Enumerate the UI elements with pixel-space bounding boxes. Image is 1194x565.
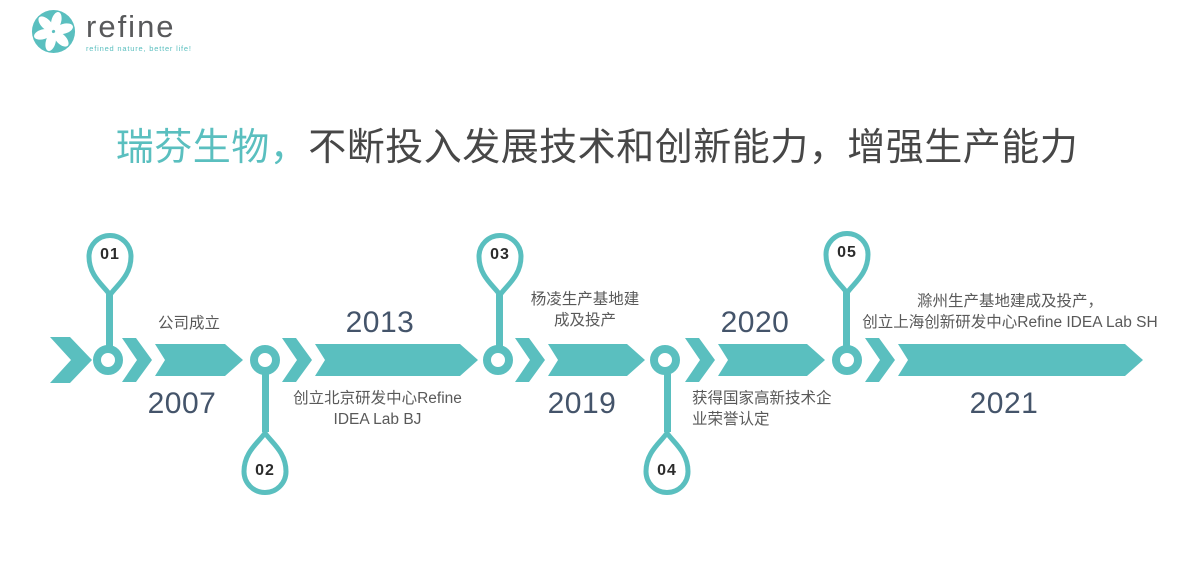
timeline-arrow-segment	[155, 344, 243, 376]
timeline-arrow-segment	[718, 344, 825, 376]
logo-tagline: refined nature, better life!	[86, 44, 192, 53]
milestone-balloon-04: 04	[643, 428, 691, 496]
chevron-icon	[865, 338, 895, 382]
title-rest: 不断投入发展技术和创新能力，增强生产能力	[308, 127, 1079, 169]
timeline-arrow-segment	[898, 344, 1143, 376]
milestone-number: 01	[100, 246, 120, 263]
description-line: 杨凌生产基地建	[530, 291, 640, 308]
logo: refine refined nature, better life!	[30, 8, 192, 55]
timeline-node-ring	[93, 345, 123, 375]
timeline-node-ring	[650, 345, 680, 375]
description-line: IDEA Lab BJ	[333, 411, 422, 428]
chevron-icon	[685, 338, 715, 382]
milestone-number: 05	[837, 244, 857, 261]
timeline-node-ring	[250, 345, 280, 375]
milestone-description-05: 滁州生产基地建成及投产， 创立上海创新研发中心Refine IDEA Lab S…	[845, 291, 1175, 333]
logo-text: refine refined nature, better life!	[86, 8, 192, 53]
milestone-year-2020: 2020	[720, 306, 790, 339]
milestone-number: 02	[255, 462, 275, 479]
milestone-year-2013: 2013	[345, 306, 415, 339]
milestone-number: 04	[657, 462, 677, 479]
milestone-year-2021: 2021	[969, 387, 1039, 420]
description-line: 滁州生产基地建成及投产，	[916, 293, 1103, 310]
milestone-description-04: 获得国家高新技术企 业荣誉认定	[692, 388, 847, 430]
milestone-year-2019: 2019	[547, 387, 617, 420]
timeline-node-ring	[832, 345, 862, 375]
chevron-icon	[515, 338, 545, 382]
timeline-node-ring	[483, 345, 513, 375]
description-line: 公司成立	[157, 315, 220, 332]
milestone-balloon-05: 05	[823, 230, 871, 298]
milestone-balloon-02: 02	[241, 428, 289, 496]
marker-stem	[496, 294, 503, 348]
timeline-arrow-segment	[315, 344, 478, 376]
milestone-description-01: 公司成立	[134, 313, 244, 334]
milestone-description-03: 杨凌生产基地建 成及投产	[525, 289, 645, 331]
milestone-balloon-03: 03	[476, 232, 524, 300]
page-title: 瑞芬生物，不断投入发展技术和创新能力，增强生产能力	[0, 116, 1194, 171]
marker-stem	[843, 292, 850, 348]
milestone-year-2007: 2007	[147, 387, 217, 420]
timeline-start-chevron-icon	[50, 337, 92, 383]
marker-stem	[664, 374, 671, 432]
milestone-number: 03	[490, 246, 510, 263]
description-line: 创立上海创新研发中心Refine IDEA Lab SH	[862, 314, 1158, 331]
title-highlight: 瑞芬生物，	[115, 127, 309, 169]
chevron-icon	[122, 338, 152, 382]
description-line: 成及投产	[553, 312, 616, 329]
marker-stem	[106, 294, 113, 348]
timeline-arrow-segment	[548, 344, 645, 376]
logo-name: refine	[86, 9, 176, 44]
milestone-balloon-01: 01	[86, 232, 134, 300]
description-line: 创立北京研发中心Refine	[293, 390, 462, 407]
flower-icon	[31, 9, 76, 54]
description-line: 获得国家高新技术企	[692, 390, 832, 407]
marker-stem	[262, 374, 269, 432]
chevron-icon	[282, 338, 312, 382]
milestone-description-02: 创立北京研发中心Refine IDEA Lab BJ	[280, 388, 475, 430]
description-line: 业荣誉认定	[692, 411, 770, 428]
